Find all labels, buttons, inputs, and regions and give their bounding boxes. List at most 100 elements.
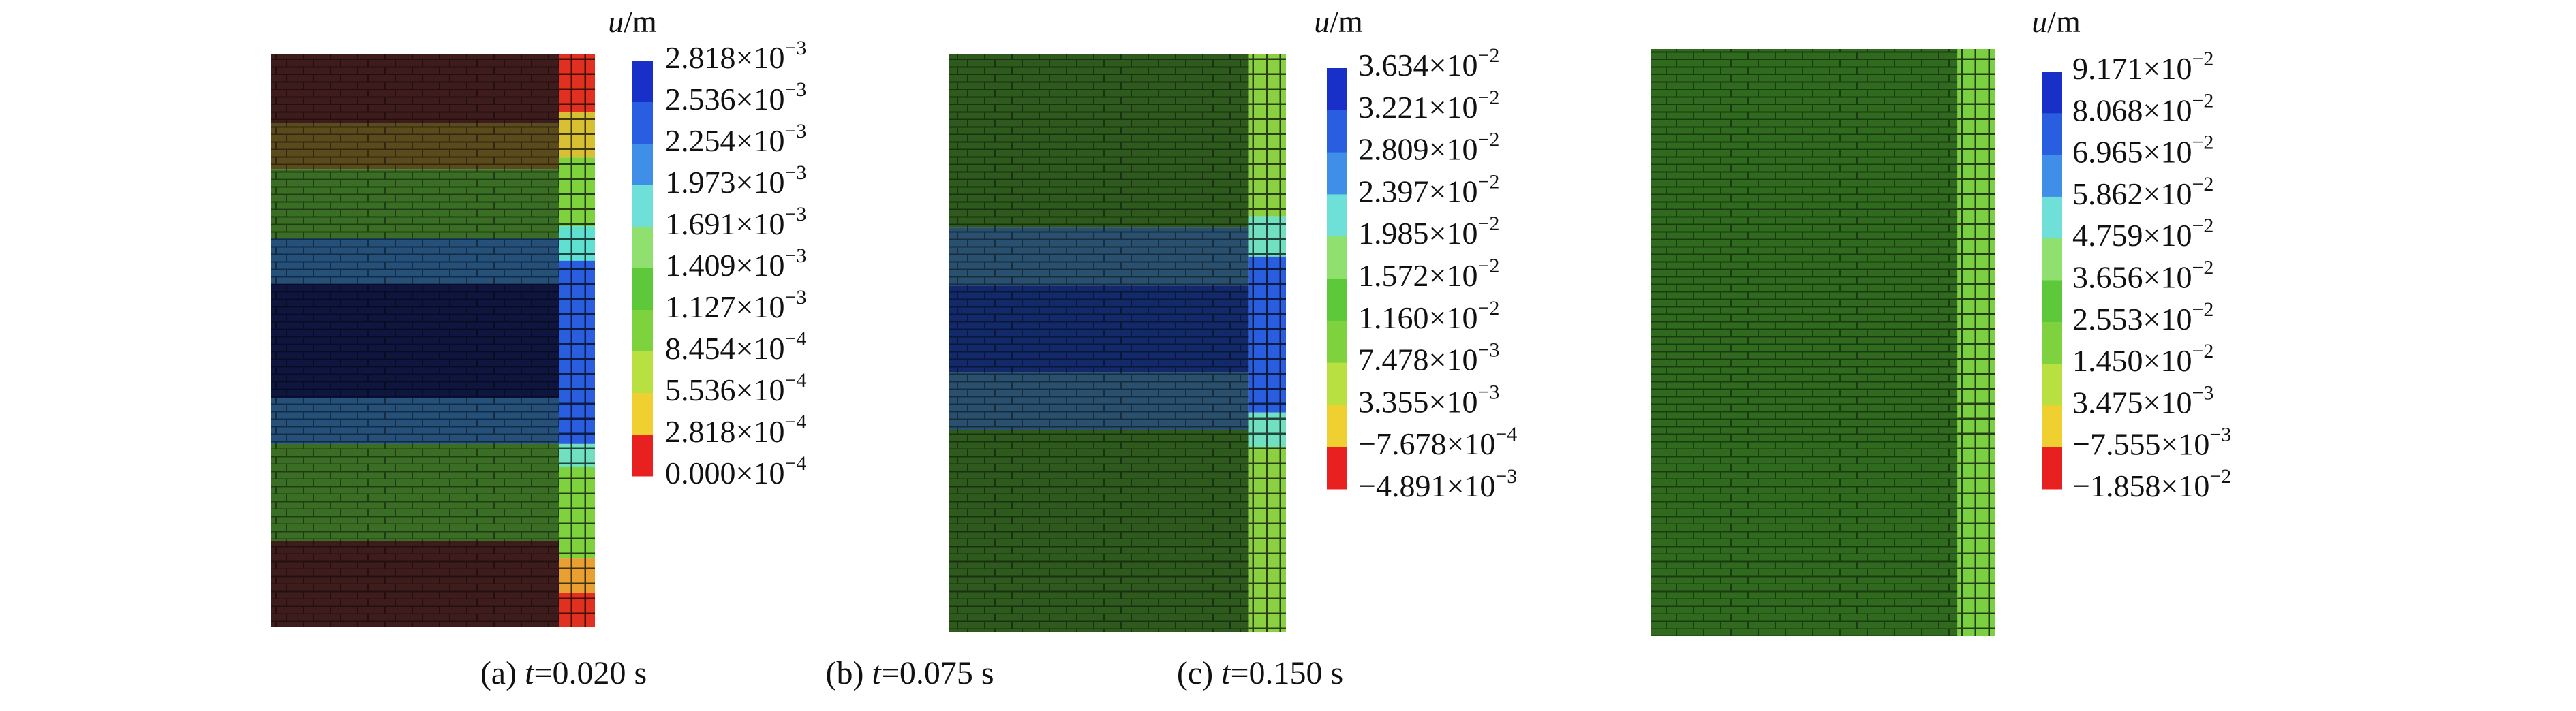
caption: (a) t=0.020 s bbox=[480, 655, 647, 691]
label-base: 2.254×10 bbox=[665, 123, 784, 158]
label-base: −7.555×10 bbox=[2072, 426, 2209, 461]
legend-label: 5.536×10−4 bbox=[665, 369, 806, 407]
label-base: 2.553×10 bbox=[2072, 301, 2192, 336]
legend-label: −1.858×10−2 bbox=[2072, 465, 2231, 503]
legend-label: 3.634×10−2 bbox=[1358, 44, 1499, 82]
label-exponent: −2 bbox=[1477, 128, 1499, 151]
label-base: 2.818×10 bbox=[665, 414, 784, 449]
legend-swatch bbox=[632, 61, 653, 103]
label-exponent: −4 bbox=[784, 369, 806, 392]
label-base: 3.475×10 bbox=[2072, 385, 2192, 420]
label-exponent: −3 bbox=[1495, 465, 1517, 488]
label-exponent: −4 bbox=[784, 328, 806, 350]
caption-rest: =0.020 s bbox=[534, 655, 647, 691]
legend-swatch bbox=[2042, 155, 2062, 198]
caption-tag: (b) bbox=[825, 655, 863, 691]
legend-unit: /m bbox=[1330, 4, 1363, 39]
caption-variable: t bbox=[525, 655, 535, 691]
legend-label: 2.818×10−4 bbox=[665, 411, 806, 449]
legend-swatch bbox=[1327, 110, 1347, 153]
legend-swatch bbox=[2042, 447, 2062, 490]
label-exponent: −2 bbox=[1477, 170, 1499, 193]
label-base: 3.656×10 bbox=[2072, 259, 2192, 294]
legend-swatch bbox=[1327, 68, 1347, 111]
legend-swatch bbox=[2042, 321, 2062, 364]
legend-swatch bbox=[632, 310, 653, 352]
label-exponent: −4 bbox=[1495, 423, 1517, 445]
legend-label: 0.000×10−4 bbox=[665, 452, 806, 490]
label-base: 1.985×10 bbox=[1358, 216, 1477, 251]
legend-swatch bbox=[2042, 238, 2062, 281]
label-base: 5.536×10 bbox=[665, 373, 784, 407]
legend-variable: u bbox=[2031, 4, 2047, 39]
legend-unit: /m bbox=[2047, 4, 2081, 39]
label-base: 3.221×10 bbox=[1358, 89, 1477, 124]
label-base: 2.397×10 bbox=[1358, 174, 1477, 208]
cell-mesh bbox=[559, 54, 595, 627]
label-exponent: −3 bbox=[784, 203, 806, 225]
legend-label: 6.965×10−2 bbox=[2072, 131, 2213, 169]
label-base: 2.536×10 bbox=[665, 82, 784, 116]
label-base: 1.691×10 bbox=[665, 206, 784, 241]
label-exponent: −3 bbox=[784, 120, 806, 142]
legend-swatch bbox=[2042, 280, 2062, 323]
label-base: 5.862×10 bbox=[2072, 176, 2192, 210]
legend-swatch bbox=[632, 102, 653, 144]
label-base: 3.634×10 bbox=[1358, 48, 1477, 82]
label-exponent: −2 bbox=[2192, 173, 2213, 195]
label-exponent: −3 bbox=[2209, 424, 2231, 446]
legend-label: −4.891×10−3 bbox=[1358, 465, 1517, 503]
legend-label: 5.862×10−2 bbox=[2072, 173, 2213, 211]
legend-swatch bbox=[1327, 405, 1347, 447]
caption-rest: =0.075 s bbox=[881, 655, 994, 691]
label-base: 4.759×10 bbox=[2072, 218, 2192, 253]
label-exponent: −4 bbox=[784, 411, 806, 433]
panel: u/m9.171×10−28.068×10−26.965×10−25.862×1… bbox=[1177, 4, 2232, 691]
label-base: 6.965×10 bbox=[2072, 134, 2192, 169]
legend-swatch bbox=[2042, 364, 2062, 406]
label-exponent: −3 bbox=[2192, 381, 2213, 404]
label-exponent: −2 bbox=[2192, 215, 2213, 237]
caption-tag: (a) bbox=[480, 655, 517, 691]
panel: u/m3.634×10−23.221×10−22.809×10−22.397×1… bbox=[825, 4, 1517, 691]
legend-title: u/m bbox=[1314, 4, 1363, 39]
legend-label: 1.409×10−3 bbox=[665, 244, 806, 283]
label-exponent: −3 bbox=[784, 161, 806, 184]
label-exponent: −4 bbox=[784, 452, 806, 475]
caption-variable: t bbox=[1221, 655, 1231, 691]
label-exponent: −2 bbox=[1477, 255, 1499, 277]
legend-label: −7.678×10−4 bbox=[1358, 423, 1517, 461]
legend-label: 8.068×10−2 bbox=[2072, 89, 2213, 127]
legend-label: 3.656×10−2 bbox=[2072, 256, 2213, 294]
label-base: 1.973×10 bbox=[665, 165, 784, 200]
label-base: 2.818×10 bbox=[665, 40, 784, 75]
label-base: 3.355×10 bbox=[1358, 384, 1477, 419]
legend-label: 2.397×10−2 bbox=[1358, 170, 1499, 208]
legend-swatch bbox=[1327, 236, 1347, 279]
label-exponent: −3 bbox=[784, 286, 806, 309]
legend-title: u/m bbox=[608, 4, 657, 39]
legend-label: 2.553×10−2 bbox=[2072, 298, 2213, 336]
label-exponent: −2 bbox=[1477, 86, 1499, 109]
label-exponent: −3 bbox=[784, 78, 806, 101]
legend-swatch bbox=[2042, 196, 2062, 239]
label-base: −7.678×10 bbox=[1358, 426, 1495, 461]
legend-swatch bbox=[632, 268, 653, 311]
legend-swatch bbox=[632, 144, 653, 186]
legend-swatch bbox=[1327, 447, 1347, 490]
label-base: 1.160×10 bbox=[1358, 300, 1477, 334]
legend-label: 1.450×10−2 bbox=[2072, 340, 2213, 378]
legend-swatch bbox=[632, 393, 653, 435]
legend-swatch bbox=[2042, 405, 2062, 448]
legend-swatch bbox=[632, 351, 653, 394]
legend-label: 8.454×10−4 bbox=[665, 328, 806, 366]
legend-swatch bbox=[2042, 113, 2062, 156]
label-base: 1.127×10 bbox=[665, 289, 784, 324]
label-exponent: −2 bbox=[2192, 340, 2213, 362]
caption: (c) t=0.150 s bbox=[1177, 655, 1343, 691]
legend-label: −7.555×10−3 bbox=[2072, 424, 2231, 462]
label-exponent: −2 bbox=[2192, 48, 2213, 70]
label-exponent: −2 bbox=[2192, 256, 2213, 279]
legend-swatch bbox=[632, 185, 653, 227]
legend-swatch bbox=[1327, 320, 1347, 364]
